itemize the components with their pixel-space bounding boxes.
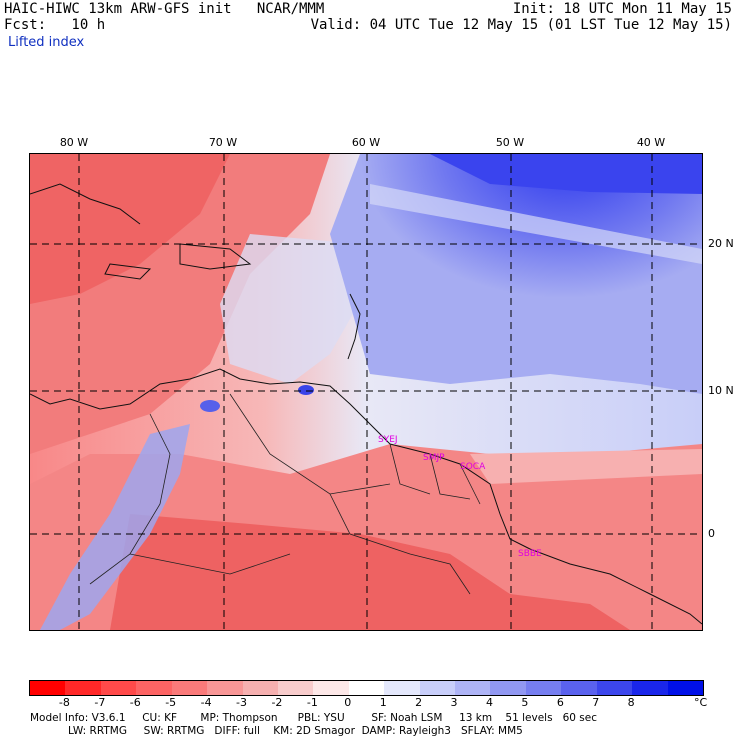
station-label-syej[interactable]: SYEJ xyxy=(378,435,398,445)
neutral-band xyxy=(220,234,370,384)
colorbar-swatch xyxy=(171,681,208,695)
model-info-line-2: LW: RRTMG SW: RRTMG DIFF: full KM: 2D Sm… xyxy=(68,725,523,737)
colorbar-tick-label: -5 xyxy=(165,696,177,709)
colorbar-tick-label: -6 xyxy=(129,696,141,709)
colorbar-tick-label: -2 xyxy=(271,696,283,709)
colorbar-tick-label: 5 xyxy=(521,696,529,709)
lon-label-70w: 70 W xyxy=(208,136,238,149)
forecast-hour: Fcst: 10 h xyxy=(4,17,106,33)
valid-time: Valid: 04 UTC Tue 12 May 15 (01 LST Tue … xyxy=(310,17,732,33)
map-panel[interactable]: SYEJ SMJP SOCA SBBE xyxy=(29,153,703,631)
borders xyxy=(89,393,481,595)
weak-unstable-band xyxy=(470,449,702,484)
colorbar-tick-label: -3 xyxy=(236,696,247,709)
colorbar-swatch xyxy=(561,681,597,695)
colorbar-swatch xyxy=(525,681,562,695)
unstable-core-south xyxy=(110,514,630,630)
colorbar xyxy=(29,680,704,696)
colorbar-tick-label: 2 xyxy=(415,696,423,709)
colorbar-swatch xyxy=(242,681,278,695)
station-label-soca[interactable]: SOCA xyxy=(460,462,486,472)
lat-label-20n: 20 N xyxy=(708,237,734,250)
colorbar-tick-label: 7 xyxy=(592,696,600,709)
map-title: HAIC-HIWC 13km ARW-GFS init NCAR/MMM xyxy=(4,1,325,17)
lat-label-0: 0 xyxy=(708,527,715,540)
colorbar-tick-label: -1 xyxy=(306,696,318,709)
colorbar-swatch xyxy=(419,681,456,695)
colorbar-tick-label: -8 xyxy=(58,696,70,709)
colorbar-swatch xyxy=(490,681,526,695)
field-name: Lifted index xyxy=(8,35,85,50)
colorbar-tick-label: -4 xyxy=(200,696,212,709)
colorbar-swatch xyxy=(207,681,243,695)
colorbar-swatch xyxy=(100,681,137,695)
unstable-core-north xyxy=(30,154,230,304)
colorbar-swatch xyxy=(632,681,668,695)
colorbar-unit: °C xyxy=(694,696,708,709)
colorbar-swatch xyxy=(667,681,704,695)
colorbar-swatch xyxy=(384,681,420,695)
colorbar-swatch xyxy=(136,681,172,695)
colorbar-tick-label: 4 xyxy=(485,696,493,709)
colorbar-swatch xyxy=(348,681,385,695)
colorbar-swatch xyxy=(313,681,349,695)
andes-stable-strip xyxy=(40,424,190,630)
model-info-line-1: Model Info: V3.6.1 CU: KF MP: Thompson P… xyxy=(30,712,597,724)
colorbar-swatch xyxy=(65,681,101,695)
lat-label-10n: 10 N xyxy=(708,384,734,397)
lifted-index-field: SYEJ SMJP SOCA SBBE xyxy=(30,154,702,630)
colorbar-tick-label: -7 xyxy=(94,696,106,709)
colorbar-tick-label: 3 xyxy=(450,696,458,709)
lon-label-80w: 80 W xyxy=(59,136,89,149)
station-label-sbbe[interactable]: SBBE xyxy=(518,549,542,559)
colorbar-tick-label: 0 xyxy=(344,696,352,709)
stable-max-east xyxy=(430,154,702,194)
station-label-smjp[interactable]: SMJP xyxy=(423,453,445,463)
colorbar-swatch xyxy=(596,681,633,695)
colorbar-swatch xyxy=(277,681,314,695)
stable-spot xyxy=(298,385,314,395)
colorbar-swatch xyxy=(455,681,491,695)
graticule xyxy=(30,154,702,630)
init-time: Init: 18 UTC Mon 11 May 15 xyxy=(512,1,732,17)
lon-label-40w: 40 W xyxy=(636,136,666,149)
colorbar-swatch xyxy=(30,681,66,695)
stable-spot xyxy=(200,400,220,412)
lon-label-50w: 50 W xyxy=(495,136,525,149)
colorbar-tick-label: 6 xyxy=(556,696,564,709)
lon-label-60w: 60 W xyxy=(351,136,381,149)
colorbar-tick-label: 1 xyxy=(379,696,387,709)
colorbar-tick-label: 8 xyxy=(627,696,635,709)
